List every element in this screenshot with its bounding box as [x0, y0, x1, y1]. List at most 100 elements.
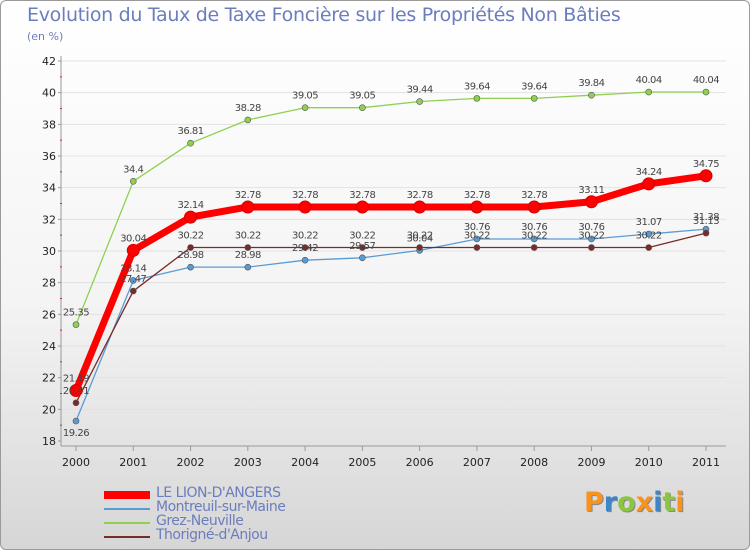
- data-label: 32.78: [292, 190, 318, 201]
- data-point: [473, 235, 481, 243]
- data-label: 28.98: [235, 250, 261, 261]
- y-tick-label: 22: [42, 372, 56, 385]
- y-tick-label: 28: [42, 277, 56, 290]
- legend-label: Thorigné-d'Anjou: [156, 527, 268, 543]
- logo-letter: i: [675, 487, 685, 518]
- series-line-0: [75, 91, 707, 326]
- x-tick-label: 2001: [119, 456, 147, 469]
- x-tick-label: 2003: [234, 456, 262, 469]
- data-point: [241, 200, 255, 214]
- y-tick-label: 24: [42, 340, 56, 353]
- data-point: [645, 230, 653, 238]
- chart-title: Evolution du Taux de Taxe Foncière sur l…: [27, 4, 621, 26]
- y-tick-label: 18: [42, 435, 56, 448]
- data-label: 39.05: [349, 91, 375, 102]
- data-label: 30.76: [578, 222, 604, 233]
- data-label: 30.22: [349, 231, 375, 242]
- data-point: [702, 229, 710, 237]
- data-label: 30.22: [292, 231, 318, 242]
- data-point: [416, 244, 423, 251]
- data-point: [702, 88, 710, 96]
- y-tick-label: 42: [42, 55, 56, 68]
- data-point: [301, 256, 309, 264]
- data-label: 31.13: [693, 216, 719, 227]
- series-line-3: [72, 172, 710, 394]
- data-label: 31.38: [693, 212, 719, 223]
- y-tick-label: 20: [42, 403, 56, 416]
- legend-label: Grez-Neuville: [156, 513, 244, 529]
- x-tick-label: 2009: [577, 456, 605, 469]
- data-point: [72, 399, 80, 407]
- data-label: 20.41: [63, 386, 89, 397]
- data-point: [416, 98, 423, 105]
- series-points: [69, 88, 713, 425]
- legend-label: Montreuil-sur-Maine: [156, 499, 286, 515]
- data-point: [530, 244, 538, 251]
- data-point: [413, 200, 427, 214]
- data-point: [699, 169, 713, 183]
- data-label: 32.14: [177, 200, 203, 211]
- logo-letter: t: [662, 487, 676, 518]
- data-label: 32.78: [349, 190, 375, 201]
- data-label: 36.81: [177, 126, 203, 137]
- series-lines: [72, 91, 710, 422]
- data-point: [187, 263, 194, 271]
- data-label: 30.22: [235, 231, 261, 242]
- y-tick-label: 34: [42, 182, 56, 195]
- data-label: 28.14: [120, 263, 146, 274]
- data-label: 30.22: [177, 231, 203, 242]
- data-label: 32.78: [464, 190, 490, 201]
- data-point: [244, 244, 252, 251]
- data-label: 32.78: [235, 190, 261, 201]
- y-tick-label: 36: [42, 150, 56, 163]
- data-label: 30.04: [407, 233, 433, 244]
- data-point: [584, 195, 598, 209]
- data-label: 32.78: [521, 190, 547, 201]
- data-point: [72, 321, 80, 328]
- data-label: 30.22: [636, 231, 662, 242]
- logo-letter: o: [617, 487, 636, 518]
- data-label: 39.44: [407, 85, 433, 96]
- logo-letter: x: [635, 487, 654, 518]
- data-point: [126, 243, 140, 257]
- data-point: [359, 254, 366, 262]
- data-point: [129, 277, 137, 284]
- data-label: 30.22: [578, 231, 604, 242]
- logo-letter: P: [584, 487, 604, 518]
- legend-label: LE LION-D'ANGERS: [156, 485, 281, 501]
- data-point: [645, 88, 653, 96]
- x-tick-label: 2006: [406, 456, 434, 469]
- data-label: 31.07: [636, 217, 662, 228]
- y-tick-label: 32: [42, 213, 56, 226]
- x-tick-label: 2007: [463, 456, 491, 469]
- data-point: [187, 244, 194, 251]
- data-point: [129, 287, 137, 295]
- data-label: 39.64: [521, 81, 547, 92]
- data-point: [473, 95, 481, 102]
- data-point: [301, 244, 309, 251]
- data-point: [129, 178, 137, 185]
- legend-swatch: [104, 508, 150, 510]
- data-label: 30.04: [120, 233, 146, 244]
- legend-swatch: [104, 536, 150, 538]
- legend-swatch: [104, 491, 150, 499]
- data-point: [359, 244, 366, 251]
- data-label: 34.75: [693, 159, 719, 170]
- data-label: 40.04: [693, 75, 719, 86]
- logo-letter: r: [603, 487, 618, 518]
- y-tick-label: 38: [42, 118, 56, 131]
- data-point: [298, 200, 312, 214]
- data-label: 39.64: [464, 81, 490, 92]
- data-label: 30.22: [464, 231, 490, 242]
- data-point: [187, 139, 194, 147]
- data-label: 21.19: [63, 373, 89, 384]
- data-point: [642, 177, 656, 191]
- data-label: 19.26: [63, 428, 89, 439]
- data-label: 40.04: [636, 75, 662, 86]
- x-axis-ticks: 2000 2001 2002 2003 2004 2005 2006 2007 2008 2009…: [62, 446, 720, 469]
- data-point: [244, 116, 252, 124]
- data-label: 30.22: [407, 231, 433, 242]
- data-label: 30.76: [464, 222, 490, 233]
- data-label: 33.11: [578, 185, 604, 196]
